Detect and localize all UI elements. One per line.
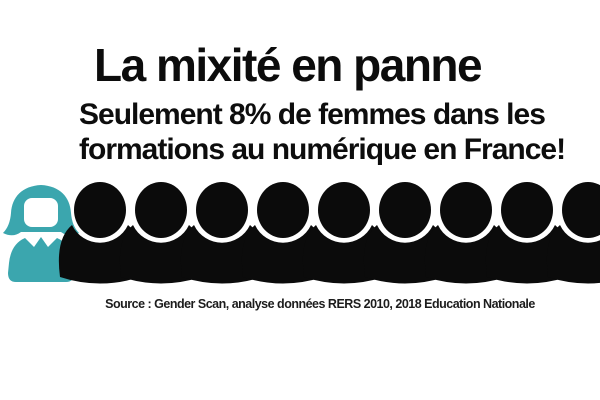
subtitle-line-1: Seulement 8% de femmes dans les <box>79 98 546 131</box>
people-pictogram <box>3 182 600 284</box>
pictogram-row <box>0 179 600 291</box>
source-caption: Source : Gender Scan, analyse données RE… <box>105 297 535 311</box>
male-person-icon <box>546 182 600 284</box>
subtitle-line-2: formations au numérique en France! <box>79 133 566 166</box>
subtitle: Seulement 8% de femmes dans les formatio… <box>79 97 566 167</box>
page-title: La mixité en panne <box>94 38 483 91</box>
female-person-icon <box>3 185 79 282</box>
